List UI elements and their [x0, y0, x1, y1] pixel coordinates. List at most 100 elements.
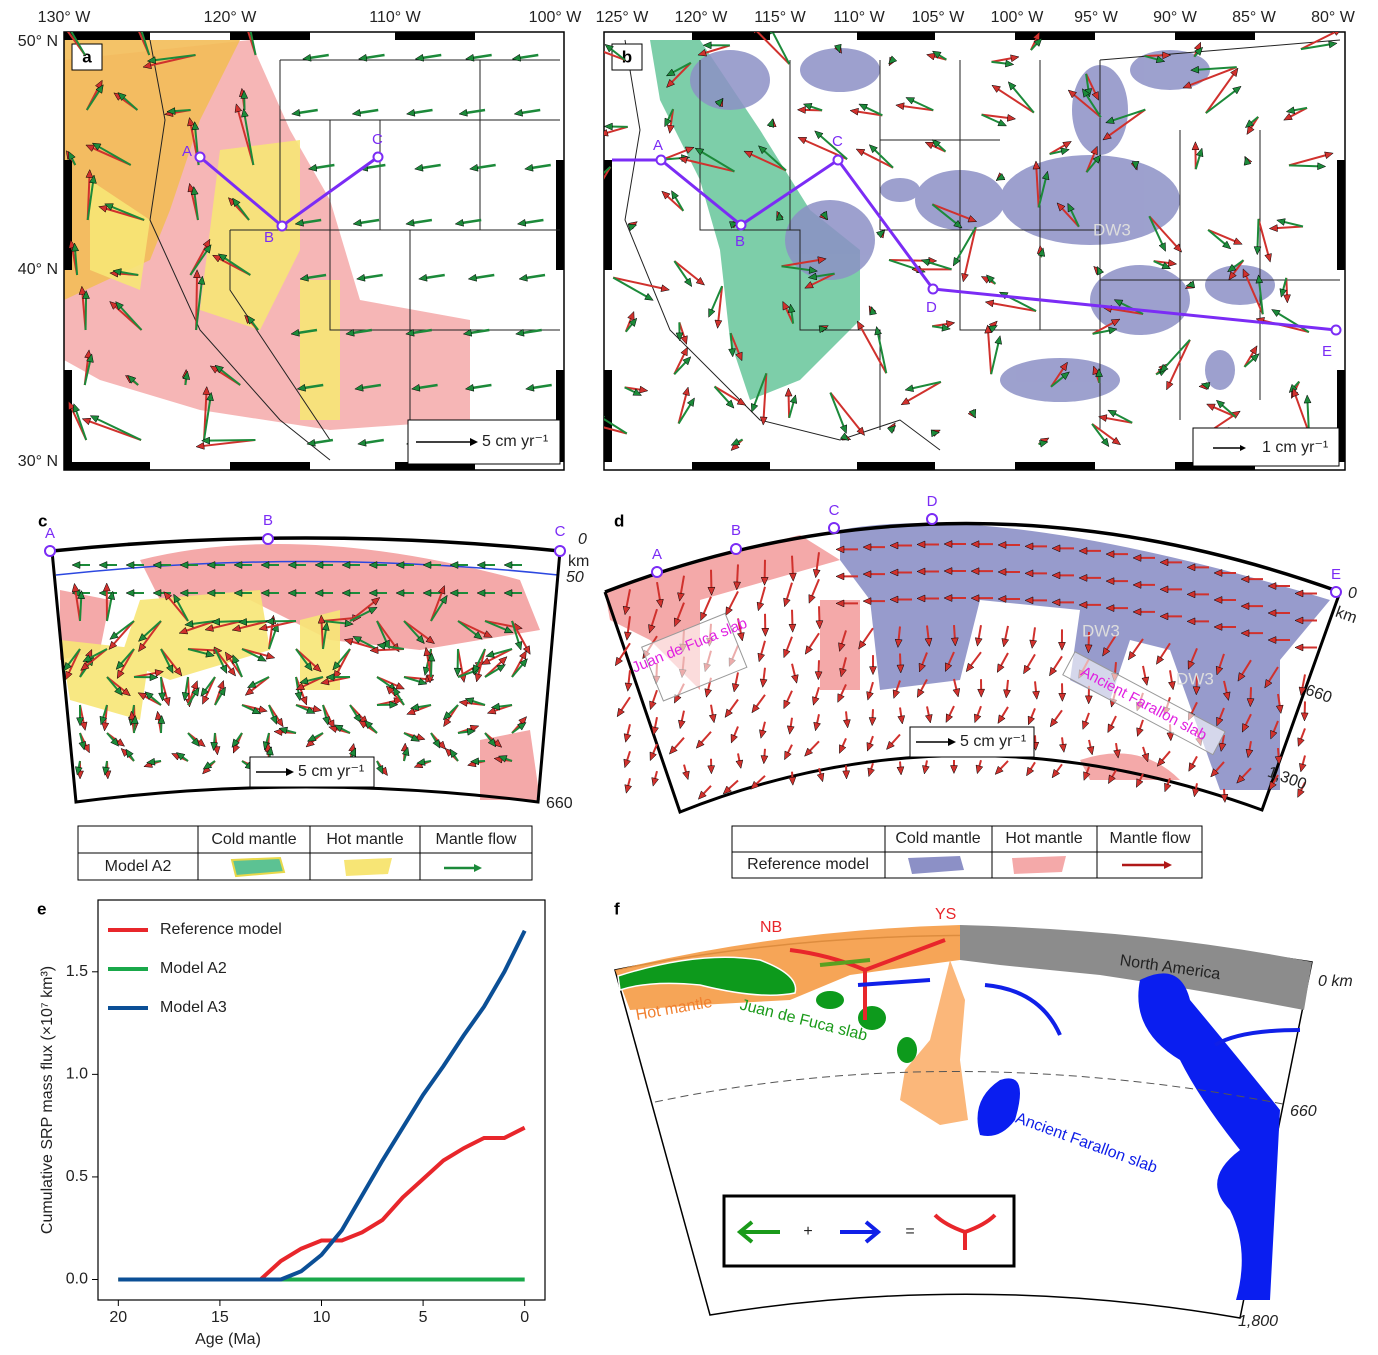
panel-label: f [614, 899, 620, 918]
flow-arrow-head [751, 403, 758, 412]
x-tick-label: 130° W [38, 9, 92, 26]
flow-arrow-head [992, 85, 1001, 92]
flow-arrow [861, 151, 893, 167]
flow-arrow-head [639, 386, 647, 393]
x-tick-label: 20 [109, 1309, 127, 1326]
x-tick-label: 110° W [833, 9, 885, 26]
diagram-label: YS [935, 906, 956, 923]
flow-arrow-head [357, 274, 365, 281]
flow-arrow-head [1284, 113, 1293, 120]
flow-arrow-head [1004, 690, 1011, 698]
legend-arrow-head [474, 864, 482, 872]
flow-arrow [1257, 219, 1258, 250]
flow-arrow-head [1108, 724, 1115, 733]
flow-arrow-head [736, 760, 743, 769]
flow-arrow-head [731, 734, 737, 743]
depth-label: 0 [1348, 585, 1357, 602]
flow-arrow-head [896, 103, 904, 110]
flow-arrow-head [126, 590, 134, 597]
flow-arrow-head [419, 274, 427, 281]
flow-arrow-head [323, 717, 330, 726]
flow-arrow-head [1156, 656, 1163, 665]
flow-arrow-head [661, 285, 670, 292]
panel-label: d [614, 511, 624, 530]
flow-arrow-head [683, 771, 690, 780]
flow-arrow-head [79, 741, 86, 750]
flow-arrow-head [787, 726, 794, 734]
flow-arrow-head [709, 714, 716, 722]
x-tick-label: 100° W [991, 9, 1045, 26]
flow-arrow-head [396, 683, 405, 689]
scale-label: 1 cm yr⁻¹ [1262, 439, 1328, 456]
flow-arrow-head [590, 177, 598, 185]
flow-arrow-head [1247, 126, 1254, 135]
flow-arrow-head [470, 164, 478, 171]
flow-arrow-head [708, 766, 715, 774]
flow-arrow [217, 621, 242, 622]
flow-arrow-head [905, 385, 914, 392]
flow-arrow-head [1108, 410, 1117, 417]
flow-arrow [613, 278, 664, 289]
flow-arrow [789, 393, 790, 418]
flow-arrow-head [1059, 693, 1066, 701]
flow-arrow [988, 330, 991, 374]
figure: a 130° W 120° W 110° W 100° W 50° N 40° … [0, 0, 1378, 1355]
y-tick-label: 30° N [18, 453, 58, 470]
flow-arrow [1282, 221, 1303, 226]
legend-swatch [1012, 856, 1066, 874]
flow-arrow-head [998, 715, 1005, 724]
flow-arrow-head [784, 598, 791, 607]
flow-arrow-head [459, 109, 467, 116]
profile-point-label: D [927, 493, 938, 510]
y-tick-label: 0.0 [66, 1271, 88, 1288]
x-tick-label: 5 [419, 1309, 428, 1326]
scale-label: 5 cm yr⁻¹ [960, 733, 1026, 750]
flow-arrow-head [344, 638, 353, 645]
flow-arrow-head [301, 696, 308, 705]
flow-arrow [1208, 230, 1237, 242]
flow-arrow-head [843, 771, 850, 779]
scale-label: 5 cm yr⁻¹ [482, 433, 548, 450]
flow-arrow-head [985, 300, 993, 307]
legend-row-label: Model A2 [105, 858, 172, 875]
flow-arrow-head [1250, 346, 1257, 355]
depth-label: 50 [566, 569, 584, 586]
flow-arrow [80, 596, 81, 621]
flow-arrow-head [840, 425, 847, 434]
flow-arrow-head [1301, 713, 1308, 721]
flow-arrow-head [519, 651, 526, 660]
flow-arrow-head [624, 734, 631, 743]
legend-header: Cold mantle [211, 831, 296, 848]
legend-swatch [908, 856, 964, 874]
flow-arrow-head [814, 722, 821, 731]
flow-arrow-head [784, 700, 791, 709]
flow-arrow-head [353, 219, 361, 226]
x-tick-labels-b: 125° W120° W115° W110° W105° W100° W95° … [596, 9, 1356, 26]
legend-header: Mantle flow [436, 831, 517, 848]
flow-arrow-head [678, 720, 685, 729]
flow-arrow-head [1024, 665, 1031, 674]
flow-arrow-head [784, 751, 791, 760]
x-tick-label: 120° W [204, 9, 258, 26]
profile-point-label: C [555, 523, 566, 540]
x-tick-label: 110° W [369, 9, 421, 26]
flow-arrow-head [683, 387, 690, 396]
flow-arrow-head [102, 723, 109, 731]
flow-arrow-head [514, 109, 522, 116]
flow-arrow-head [625, 785, 632, 794]
flow-arrow-head [809, 595, 815, 604]
flow-arrow-head [726, 607, 733, 616]
flow-arrow-head [867, 691, 874, 700]
flow-arrow [1169, 340, 1190, 386]
flow-arrow-head [628, 311, 635, 320]
legend-header: Cold mantle [895, 830, 980, 847]
flow-arrow-head [812, 697, 819, 706]
flow-arrow-head [1167, 381, 1174, 390]
flow-arrow-head [838, 694, 845, 703]
flow-arrow-head [73, 404, 80, 413]
flow-arrow-head [925, 142, 934, 149]
flow-arrow-head [863, 598, 871, 605]
flow-arrow-head [1233, 238, 1242, 244]
flow-arrow-head [652, 778, 659, 787]
x-tick-label: 0 [520, 1309, 529, 1326]
